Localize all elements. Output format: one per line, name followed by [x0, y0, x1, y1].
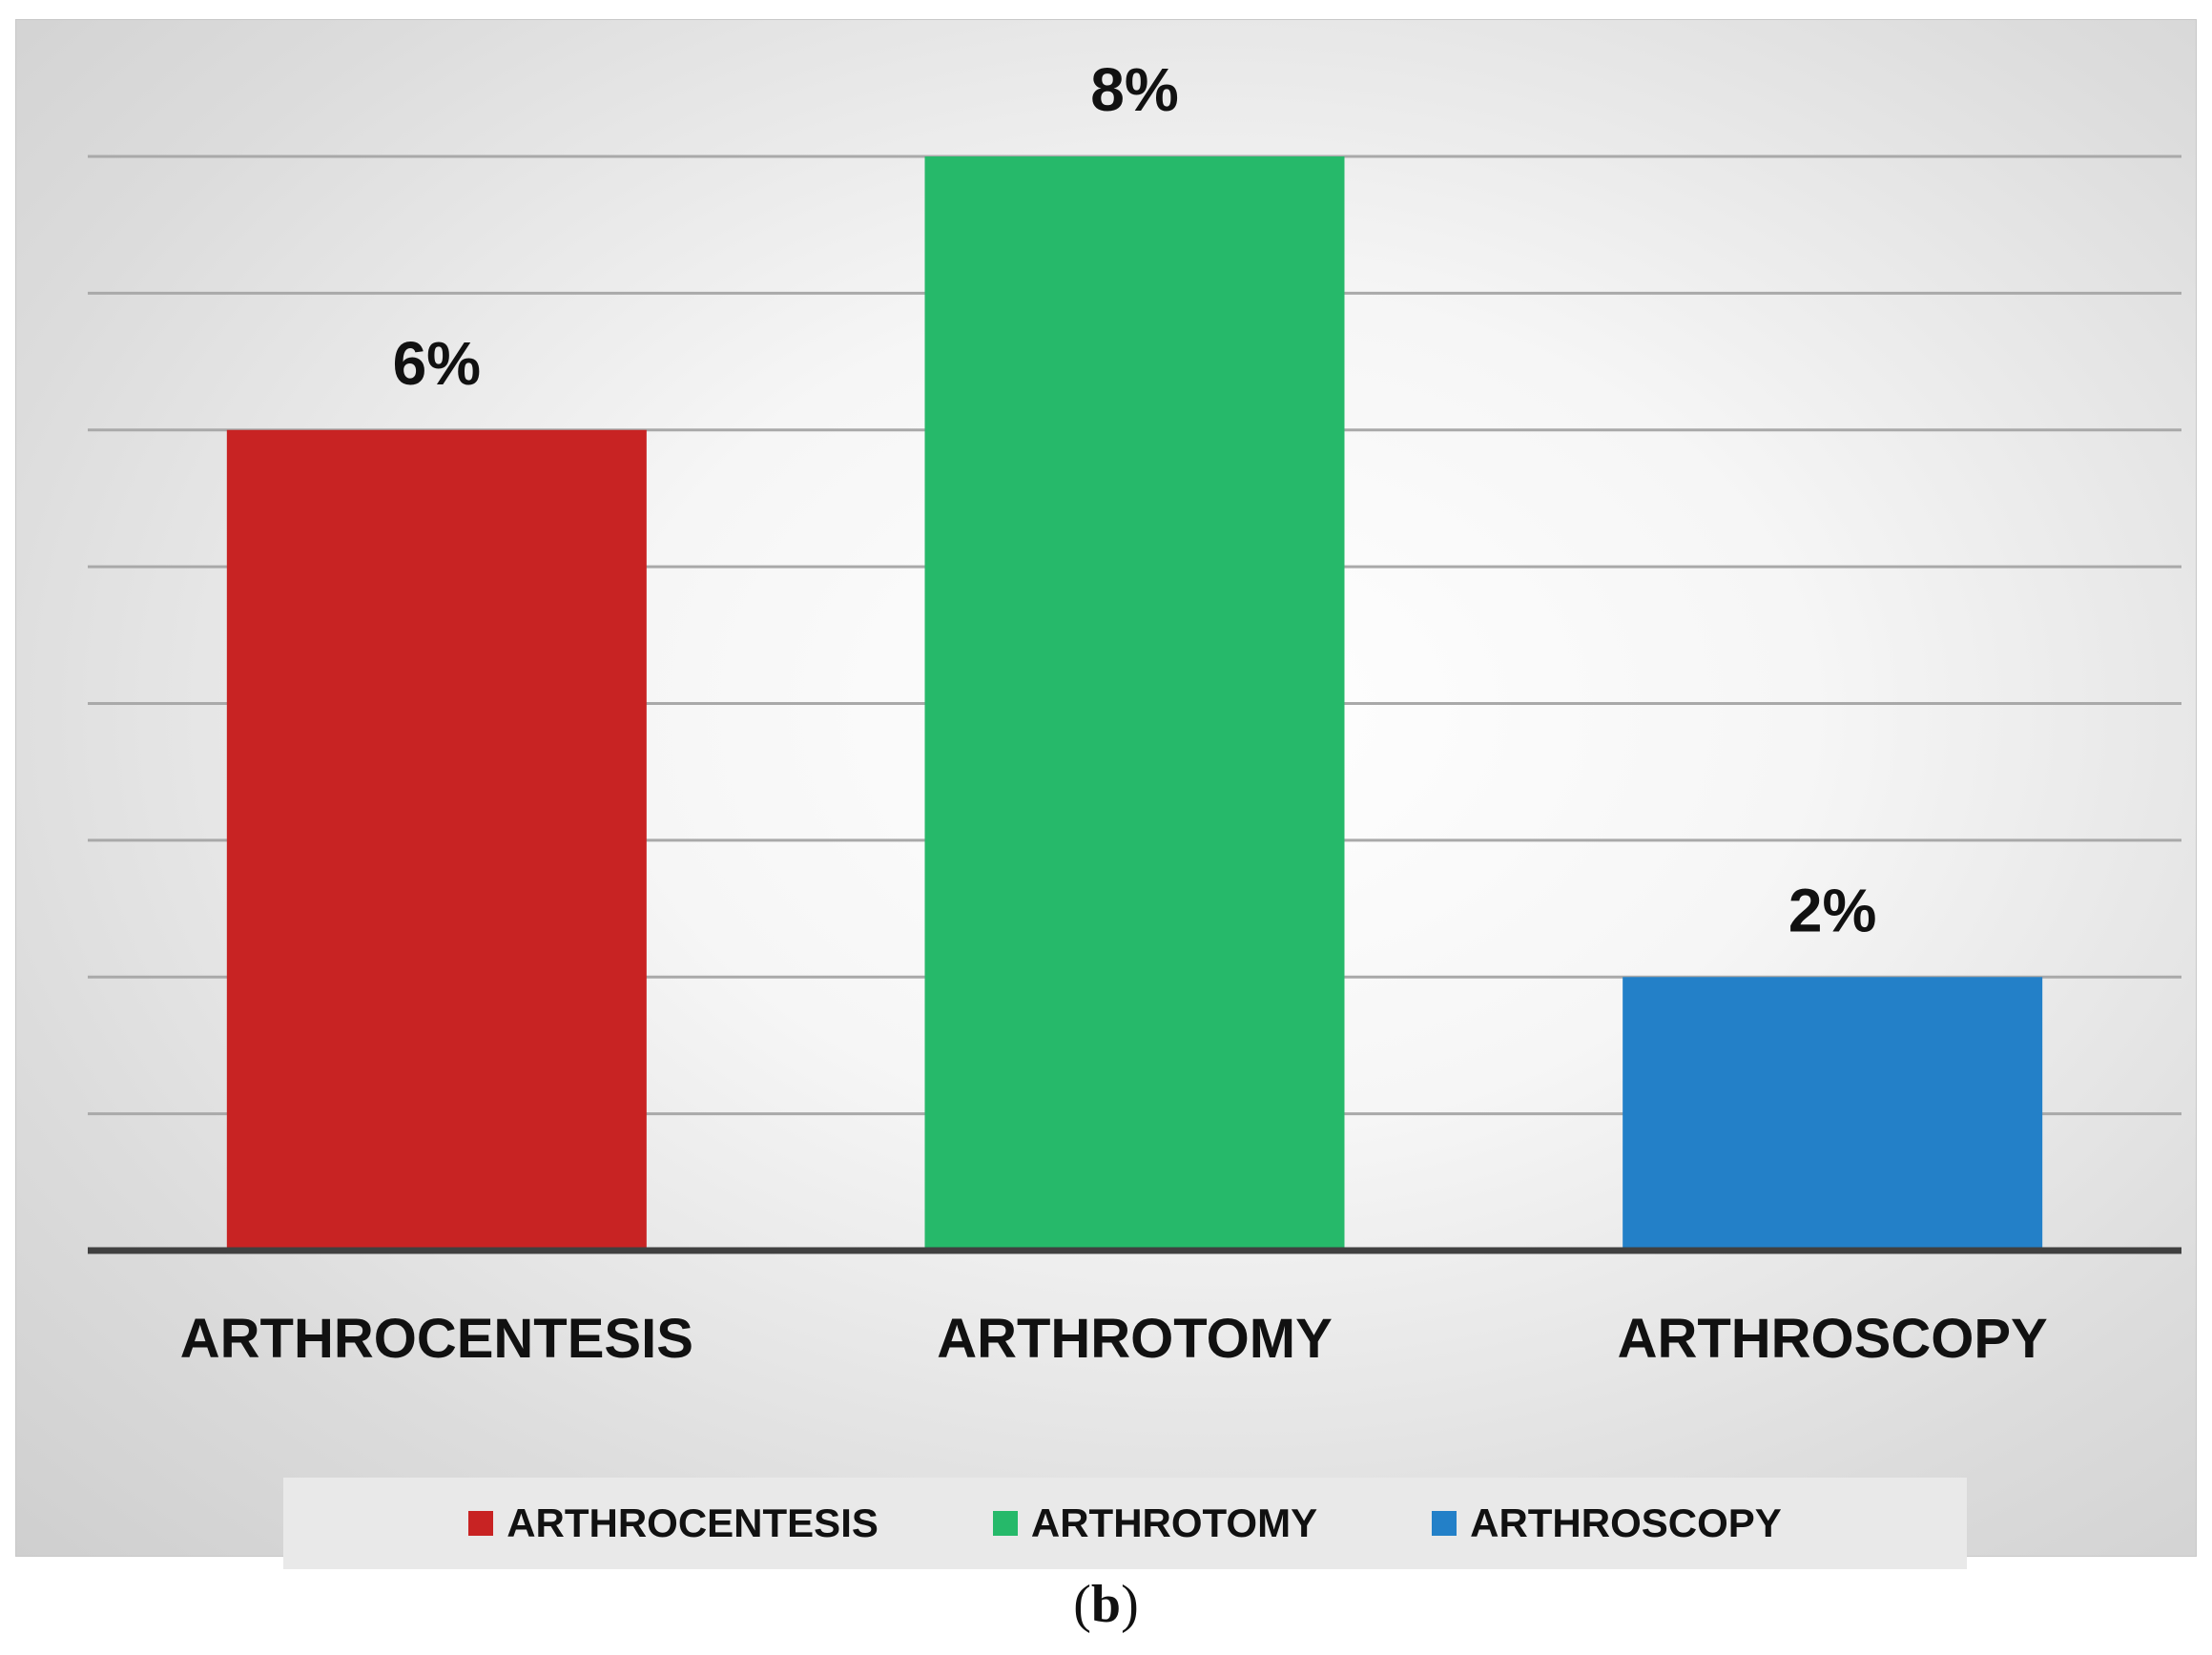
bar-arthrocentesis [226, 429, 647, 1251]
bar-arthrotomy [924, 156, 1345, 1251]
caption-letter: b [1090, 1575, 1122, 1634]
legend-label-arthroscopy: ARTHROSCOPY [1470, 1500, 1782, 1545]
x-tick-label-arthroscopy: ARTHROSCOPY [1618, 1308, 2048, 1370]
figure-caption: (b) [0, 1574, 2212, 1635]
caption-close: ) [1121, 1575, 1139, 1634]
x-tick-label-arthrotomy: ARTHROTOMY [937, 1308, 1333, 1370]
data-label-arthrotomy: 8% [1090, 55, 1179, 124]
x-tick-label-arthrocentesis: ARTHROCENTESIS [180, 1308, 693, 1370]
legend-item-arthrocentesis: ARTHROCENTESIS [468, 1500, 879, 1546]
data-label-arthrocentesis: 6% [393, 329, 482, 398]
legend-item-arthrotomy: ARTHROTOMY [992, 1500, 1318, 1546]
legend-swatch-arthrotomy [992, 1511, 1018, 1536]
legend-swatch-arthroscopy [1432, 1511, 1457, 1536]
caption-open: ( [1073, 1575, 1091, 1634]
chart-panel: 6% ARTHROCENTESIS 8% ARTHROTOMY 2% ARTHROSCOP… [15, 19, 2197, 1569]
bar-chart: 6% ARTHROCENTESIS 8% ARTHROTOMY 2% ARTHROSCOP… [88, 55, 2181, 1370]
legend-swatch-arthrocentesis [468, 1511, 494, 1536]
bar-arthroscopy [1623, 977, 2043, 1251]
legend-label-arthrocentesis: ARTHROCENTESIS [506, 1500, 879, 1545]
legend-label-arthrotomy: ARTHROTOMY [1030, 1500, 1318, 1545]
legend-item-arthroscopy: ARTHROSCOPY [1432, 1500, 1782, 1546]
legend: ARTHROCENTESIS ARTHROTOMY ARTHROSCOPY [283, 1478, 1967, 1569]
data-label-arthroscopy: 2% [1788, 876, 1877, 944]
